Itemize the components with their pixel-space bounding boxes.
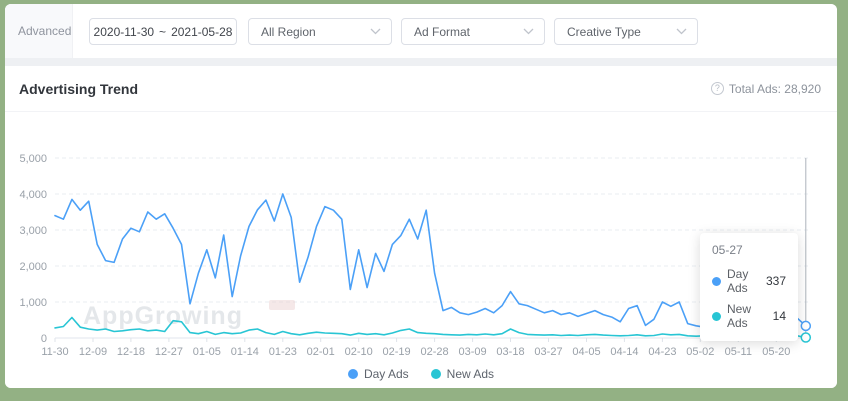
svg-text:11-30: 11-30	[41, 346, 68, 358]
trend-card-header: Advertising Trend ? Total Ads: 28,920	[5, 66, 837, 112]
svg-text:05-11: 05-11	[725, 346, 752, 358]
svg-text:03-18: 03-18	[496, 346, 524, 358]
help-icon[interactable]: ?	[710, 82, 724, 95]
legend-label: New Ads	[446, 367, 495, 381]
svg-text:3,000: 3,000	[19, 225, 47, 237]
date-range-input[interactable]: 2020-11-30 ~ 2021-05-28	[89, 18, 237, 45]
tooltip-series-value: 14	[772, 309, 786, 323]
date-end: 2021-05-28	[171, 24, 233, 39]
svg-text:01-23: 01-23	[269, 346, 297, 358]
day-ads-dot-icon	[712, 276, 721, 286]
day-ads-dot-icon	[347, 369, 358, 379]
page-title: Advertising Trend	[19, 80, 139, 97]
svg-text:12-27: 12-27	[155, 346, 183, 358]
svg-text:2,000: 2,000	[19, 261, 47, 273]
date-start: 2020-11-30	[93, 24, 155, 39]
legend-label: Day Ads	[363, 367, 409, 381]
svg-text:01-05: 01-05	[193, 346, 221, 358]
filter-bar: Advanced 2020-11-30 ~ 2021-05-28 All Reg…	[5, 4, 837, 58]
total-ads-label: Total Ads: 28,920	[728, 81, 821, 96]
legend-item-new-ads[interactable]: New Ads	[430, 367, 495, 381]
svg-text:0: 0	[41, 333, 47, 345]
svg-text:04-05: 04-05	[572, 346, 600, 358]
creative-type-select[interactable]: Creative Type	[554, 18, 698, 45]
advanced-label: Advanced	[18, 24, 72, 38]
svg-text:03-27: 03-27	[534, 346, 562, 358]
svg-text:02-19: 02-19	[383, 346, 411, 358]
svg-text:05-20: 05-20	[762, 346, 790, 358]
tooltip-row-day-ads: Day Ads 337	[712, 267, 786, 295]
chevron-down-icon	[370, 28, 381, 35]
new-ads-dot-icon	[430, 369, 441, 379]
chart-tooltip: 05-27 Day Ads 337 New Ads 14	[700, 233, 798, 341]
chevron-down-icon	[523, 28, 534, 35]
ad-format-select-label: Ad Format	[414, 24, 471, 39]
new-ads-dot-icon	[712, 311, 721, 321]
trend-chart[interactable]: 0 1,000 2,000 3,000 4,000 5,000 11-30 12-09 12-1…	[5, 118, 837, 363]
ad-format-select[interactable]: Ad Format	[401, 18, 545, 45]
svg-text:1,000: 1,000	[19, 297, 47, 309]
chart-legend: Day Ads New Ads	[5, 367, 837, 381]
svg-text:04-23: 04-23	[648, 346, 676, 358]
tooltip-series-name: Day Ads	[727, 267, 749, 295]
chevron-down-icon	[676, 28, 687, 35]
svg-text:05-02: 05-02	[686, 346, 714, 358]
tooltip-row-new-ads: New Ads 14	[712, 302, 786, 330]
svg-text:5,000: 5,000	[19, 153, 47, 165]
svg-text:03-09: 03-09	[459, 346, 487, 358]
svg-text:04-14: 04-14	[610, 346, 638, 358]
svg-text:02-01: 02-01	[307, 346, 335, 358]
dashboard-panel: Advanced 2020-11-30 ~ 2021-05-28 All Reg…	[5, 4, 837, 388]
svg-text:01-14: 01-14	[231, 346, 259, 358]
svg-text:02-10: 02-10	[345, 346, 373, 358]
region-select[interactable]: All Region	[248, 18, 392, 45]
legend-item-day-ads[interactable]: Day Ads	[347, 367, 409, 381]
svg-text:12-09: 12-09	[79, 346, 107, 358]
svg-text:4,000: 4,000	[19, 189, 47, 201]
date-separator: ~	[159, 24, 167, 39]
region-select-label: All Region	[261, 24, 316, 39]
svg-text:AppGrowing: AppGrowing	[83, 302, 243, 330]
svg-text:12-18: 12-18	[117, 346, 145, 358]
tooltip-date: 05-27	[712, 243, 743, 257]
tooltip-series-name: New Ads	[727, 302, 752, 330]
creative-type-select-label: Creative Type	[567, 24, 641, 39]
total-ads: ? Total Ads: 28,920	[710, 81, 821, 96]
tooltip-series-value: 337	[765, 274, 786, 288]
svg-text:02-28: 02-28	[421, 346, 449, 358]
advanced-toggle[interactable]: Advanced	[5, 4, 73, 58]
